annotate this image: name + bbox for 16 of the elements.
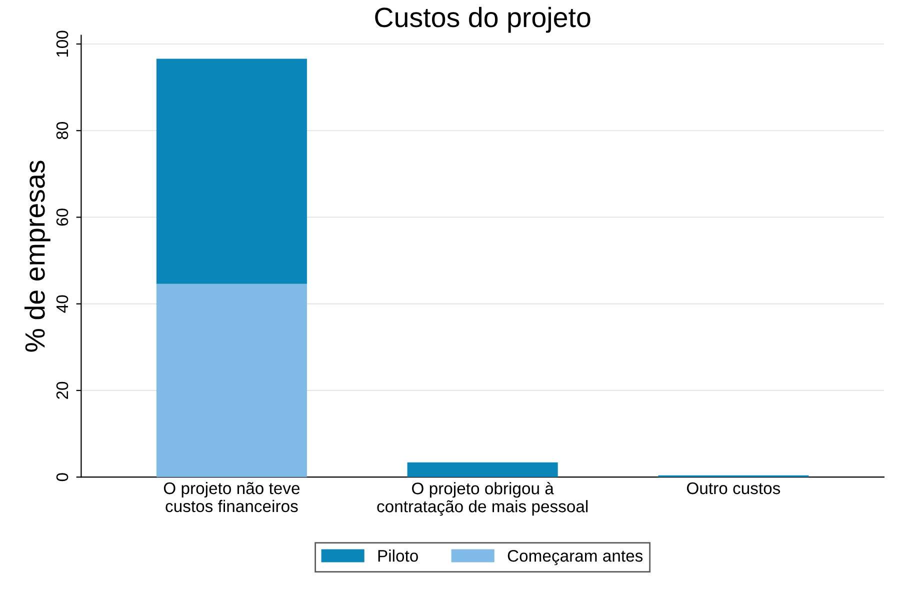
y-tick-label: 60 [56,208,68,226]
bar [156,58,307,284]
x-tick-label: O projeto não teve custos financeiros [164,482,300,512]
y-axis-title: % de empresas [24,160,50,352]
x-tick-label: O projeto obrigou à contratação de mais pessoal [377,482,588,516]
x-tick-label: Outro custos [686,482,780,494]
legend-label: Começaram antes [508,550,643,566]
legend-label: Piloto [378,550,418,562]
y-tick-label: 80 [56,122,68,140]
y-tick-label: 100 [56,30,68,57]
bar [407,462,558,478]
y-tick-label: 0 [56,473,68,482]
bar [156,284,307,478]
y-tick-label: 20 [56,382,68,399]
y-tick-label: 40 [56,295,68,313]
chart-title: Custos do projeto [375,6,590,33]
